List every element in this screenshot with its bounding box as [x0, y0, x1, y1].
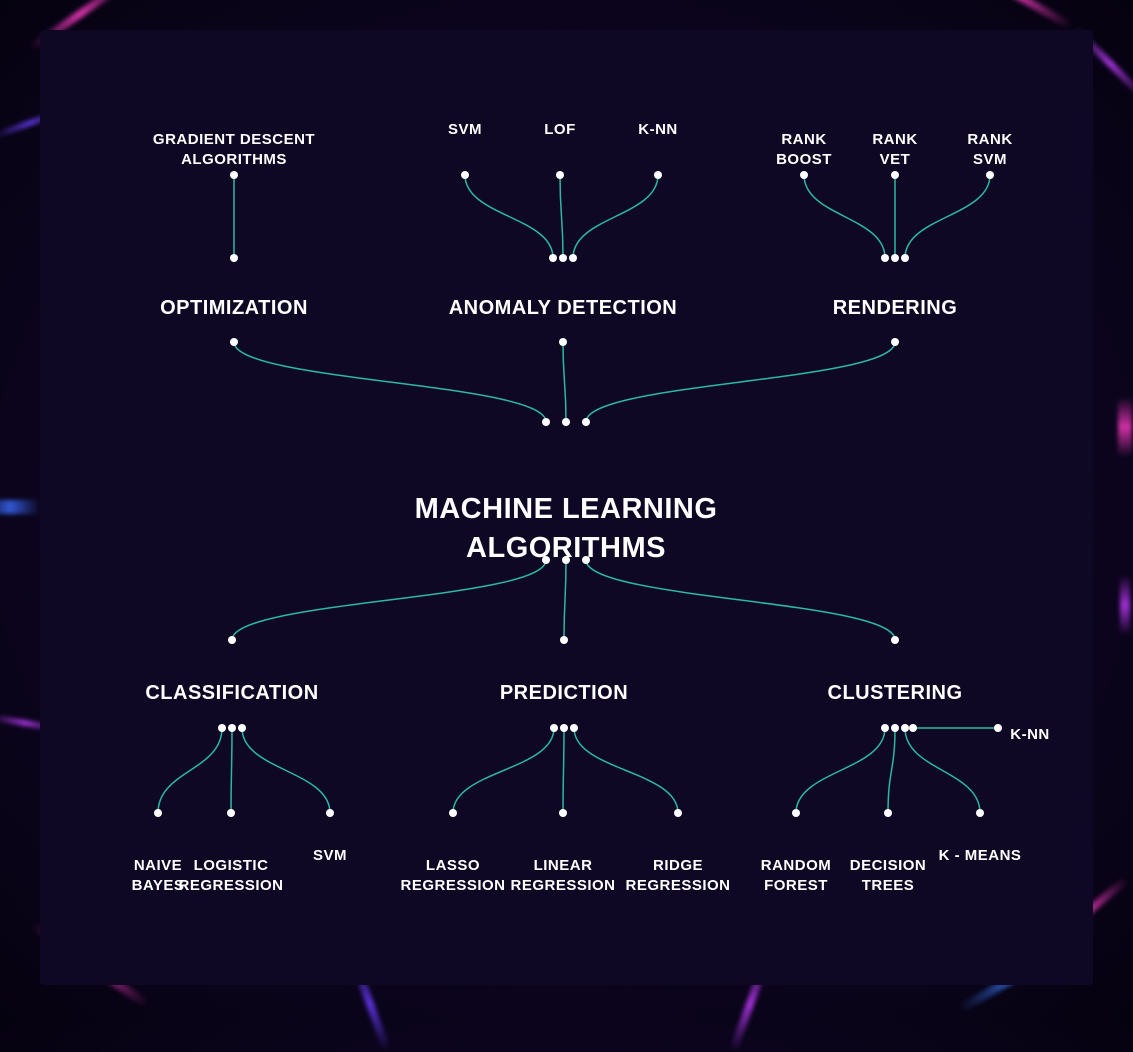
leaf-lasso: LASSO REGRESSION [400, 856, 505, 897]
leaf-knn2: K-NN [1010, 725, 1050, 745]
category-clustering: CLUSTERING [828, 680, 963, 707]
leaf-rankvet: RANK VET [872, 130, 917, 171]
category-prediction: PREDICTION [500, 680, 628, 707]
leaf-linear: LINEAR REGRESSION [510, 856, 615, 897]
light-streak [1118, 397, 1132, 457]
leaf-dectrees: DECISION TREES [850, 856, 927, 897]
leaf-logreg: LOGISTIC REGRESSION [178, 856, 283, 897]
center-title: MACHINE LEARNING ALGORITHMS [415, 490, 718, 568]
leaf-kmeans: K - MEANS [939, 846, 1022, 866]
light-streak [1120, 575, 1130, 635]
light-streak [957, 0, 1074, 30]
leaf-ranksvm: RANK SVM [967, 130, 1012, 171]
diagram-panel: MACHINE LEARNING ALGORITHMS OPTIMIZATION G… [40, 30, 1093, 985]
category-optimization: OPTIMIZATION [160, 295, 308, 322]
light-streak [0, 500, 40, 514]
leaf-svm1: SVM [448, 120, 482, 140]
leaf-rankboost: RANK BOOST [776, 130, 832, 171]
category-rendering: RENDERING [833, 295, 958, 322]
leaf-lof: LOF [544, 120, 576, 140]
leaf-knn1: K-NN [638, 120, 678, 140]
leaf-ridge: RIDGE REGRESSION [625, 856, 730, 897]
leaf-gda: GRADIENT DESCENT ALGORITHMS [153, 130, 315, 171]
leaf-naivebayes: NAIVE BAYES [132, 856, 185, 897]
leaf-svm2: SVM [313, 846, 347, 866]
leaf-randforest: RANDOM FOREST [761, 856, 832, 897]
category-anomaly: ANOMALY DETECTION [449, 295, 678, 322]
category-classification: CLASSIFICATION [145, 680, 318, 707]
